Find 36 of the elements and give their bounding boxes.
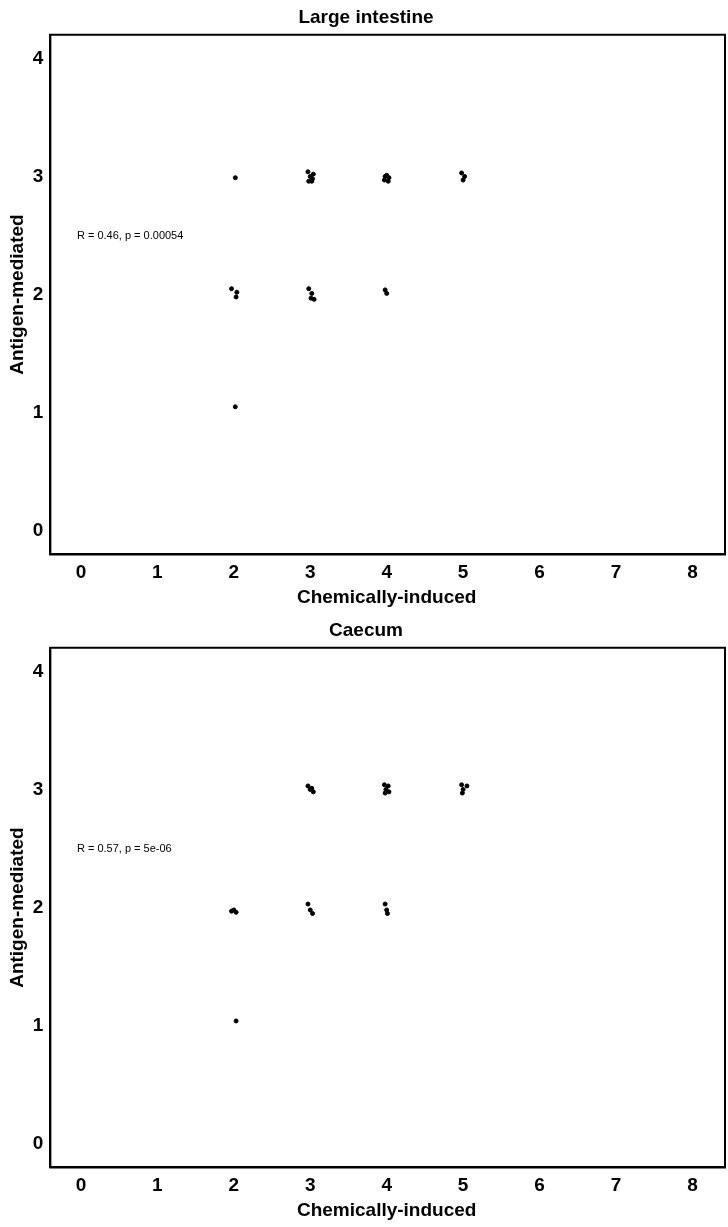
x-tick-label: 8 [687, 1174, 698, 1196]
annotation: R = 0.57, p = 5e-06 [76, 841, 172, 854]
y-tick-label: 3 [32, 164, 44, 186]
chart-title: Caecum [329, 618, 403, 640]
y-tick-label: 3 [32, 777, 44, 799]
x-tick-label: 5 [457, 1174, 469, 1196]
y-tick-label: 4 [32, 659, 44, 681]
x-tick-label: 3 [304, 1174, 316, 1196]
x-tick-label: 2 [228, 561, 240, 583]
y-tick-label: 2 [32, 282, 44, 304]
y-axis-title: Antigen-mediated [5, 214, 27, 375]
annotation: R = 0.46, p = 0.00054 [76, 228, 184, 241]
x-tick-label: 7 [610, 1174, 622, 1196]
x-tick-label: 6 [534, 1174, 545, 1196]
y-tick-label: 2 [32, 895, 44, 917]
y-tick-label: 1 [32, 400, 44, 422]
y-tick-label: 1 [32, 1013, 44, 1035]
x-axis-title: Chemically-induced [296, 1198, 477, 1220]
y-tick-label: 0 [32, 1132, 44, 1154]
x-tick-label: 6 [534, 561, 545, 583]
x-tick-label: 8 [687, 561, 698, 583]
x-tick-label: 0 [75, 561, 87, 583]
x-tick-label: 3 [304, 561, 316, 583]
x-axis-title: Chemically-induced [296, 585, 477, 607]
x-tick-label: 0 [75, 1174, 87, 1196]
x-tick-label: 5 [457, 561, 469, 583]
x-tick-label: 4 [381, 1174, 393, 1196]
x-tick-label: 4 [381, 561, 393, 583]
chart-title: Large intestine [298, 5, 434, 27]
x-tick-label: 2 [228, 1174, 240, 1196]
y-tick-label: 0 [32, 519, 44, 541]
x-tick-label: 7 [610, 561, 622, 583]
y-tick-label: 4 [32, 46, 44, 68]
x-tick-label: 1 [152, 561, 164, 583]
x-tick-label: 1 [152, 1174, 164, 1196]
y-axis-title: Antigen-mediated [5, 827, 27, 988]
